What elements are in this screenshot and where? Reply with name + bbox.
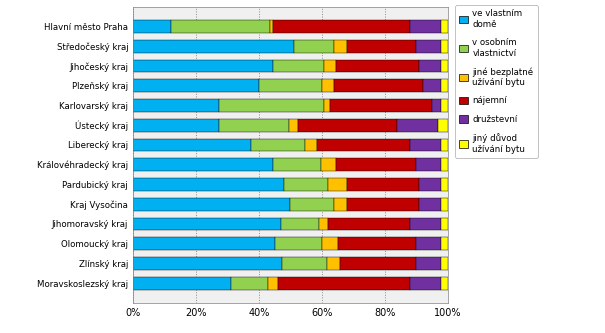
Bar [133, 217, 281, 230]
Bar [250, 139, 305, 152]
Bar [133, 20, 171, 33]
Bar [133, 178, 284, 191]
Bar [133, 99, 219, 112]
Bar [219, 119, 289, 132]
Bar [324, 99, 330, 112]
Bar [133, 257, 283, 270]
Bar [133, 198, 290, 210]
Bar [441, 60, 448, 73]
Bar [347, 40, 416, 53]
Bar [219, 99, 324, 112]
Bar [133, 60, 273, 73]
Bar [289, 119, 298, 132]
Legend: ve vlastním
domě, v osobním
vlastnictví, jiné bezplatné
užívání bytu, nájemní, d: ve vlastním domě, v osobním vlastnictví,… [455, 5, 538, 158]
Bar [133, 40, 293, 53]
Bar [283, 257, 327, 270]
Bar [293, 40, 335, 53]
Bar [410, 20, 441, 33]
Bar [347, 198, 419, 210]
Bar [442, 198, 448, 210]
Bar [322, 79, 335, 92]
Bar [171, 20, 270, 33]
Bar [410, 217, 442, 230]
Bar [284, 178, 328, 191]
Bar [133, 79, 259, 92]
Bar [281, 217, 319, 230]
Bar [269, 277, 278, 290]
Bar [275, 237, 322, 250]
Bar [442, 79, 448, 92]
Bar [324, 60, 336, 73]
Bar [321, 158, 336, 171]
Bar [298, 119, 397, 132]
Bar [419, 60, 441, 73]
Bar [419, 178, 442, 191]
Bar [419, 198, 442, 210]
Bar [432, 99, 441, 112]
Bar [441, 20, 448, 33]
Bar [133, 119, 219, 132]
Bar [416, 237, 442, 250]
Bar [336, 158, 416, 171]
Bar [270, 20, 273, 33]
Bar [410, 139, 441, 152]
Bar [416, 40, 442, 53]
Bar [422, 79, 442, 92]
Bar [328, 178, 347, 191]
Bar [278, 277, 410, 290]
Bar [335, 40, 347, 53]
Bar [416, 158, 441, 171]
Bar [290, 198, 335, 210]
Bar [133, 139, 250, 152]
Bar [441, 158, 448, 171]
Bar [441, 139, 448, 152]
Bar [347, 178, 419, 191]
Bar [441, 99, 448, 112]
Bar [328, 217, 410, 230]
Bar [273, 20, 410, 33]
Bar [327, 257, 339, 270]
Bar [273, 158, 321, 171]
Bar [442, 178, 448, 191]
Bar [330, 99, 432, 112]
Bar [336, 60, 419, 73]
Bar [133, 158, 273, 171]
Bar [319, 217, 328, 230]
Bar [416, 257, 441, 270]
Bar [273, 60, 324, 73]
Bar [231, 277, 269, 290]
Bar [410, 277, 442, 290]
Bar [438, 119, 448, 132]
Bar [442, 40, 448, 53]
Bar [441, 257, 448, 270]
Bar [335, 198, 347, 210]
Bar [338, 237, 416, 250]
Bar [133, 237, 275, 250]
Bar [397, 119, 438, 132]
Bar [335, 79, 422, 92]
Bar [322, 237, 338, 250]
Bar [442, 217, 448, 230]
Bar [133, 277, 231, 290]
Bar [339, 257, 416, 270]
Bar [259, 79, 322, 92]
Bar [442, 277, 448, 290]
Bar [318, 139, 410, 152]
Bar [305, 139, 318, 152]
Bar [442, 237, 448, 250]
